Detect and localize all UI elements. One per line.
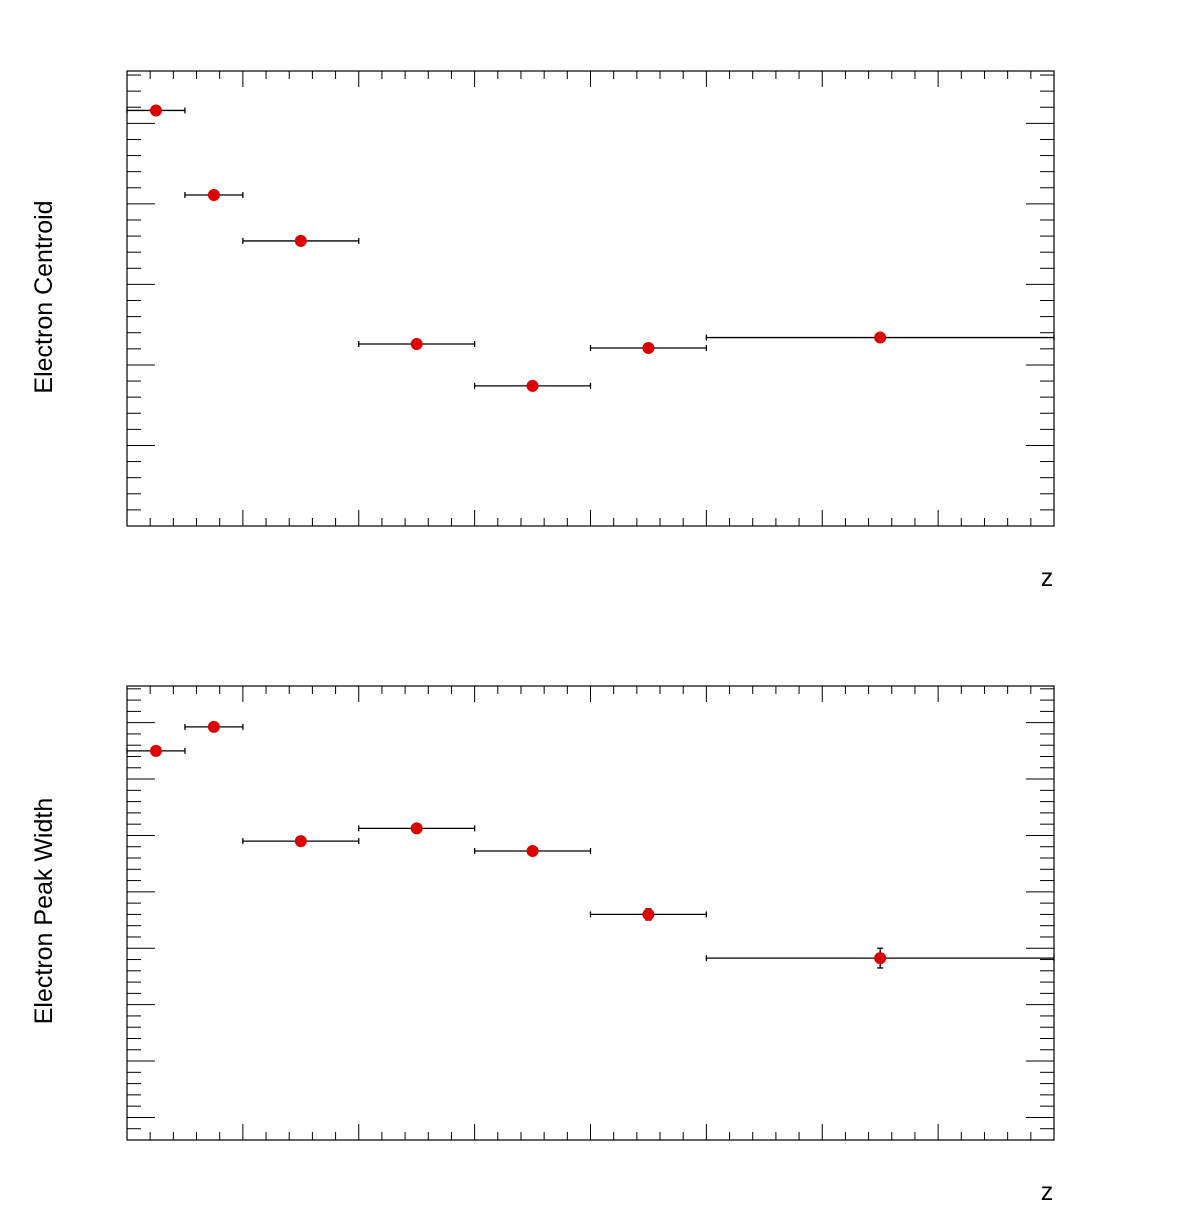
data-point [642,908,655,921]
data-point-group [473,844,592,857]
data-point [526,379,539,392]
data-point [294,835,307,848]
data-point [149,104,162,117]
data-point-group [184,189,244,202]
data-point [410,338,423,350]
data-point-group [242,835,360,848]
data-point-group [589,908,708,921]
data-point-group [473,379,592,392]
data-point-group [184,720,244,733]
data-point [207,720,220,733]
data-point [874,952,887,965]
data-point-group [705,947,1055,969]
centroid-panel: z Electron Centroid [30,70,1055,592]
y-axis-title: Electron Peak Width [30,798,58,1025]
data-point [410,822,423,835]
data-point-group [358,338,476,350]
plot-frame [126,70,1055,527]
data-point-group [242,234,360,247]
data-point [874,331,887,344]
x-axis-title: z [1041,564,1054,592]
data-point [149,744,162,757]
data-point-group [126,744,186,757]
data-point [526,844,539,857]
data-point [207,189,220,202]
peak-width-panel: z Electron Peak Width [30,685,1055,1206]
data-point [294,234,307,247]
data-point-group [126,104,186,117]
data-point-group [358,822,476,835]
data-point-group [705,331,1055,344]
data-point-group [589,342,708,355]
y-axis-title: Electron Centroid [30,200,58,393]
data-point [642,342,655,355]
x-axis-title: z [1041,1178,1054,1206]
